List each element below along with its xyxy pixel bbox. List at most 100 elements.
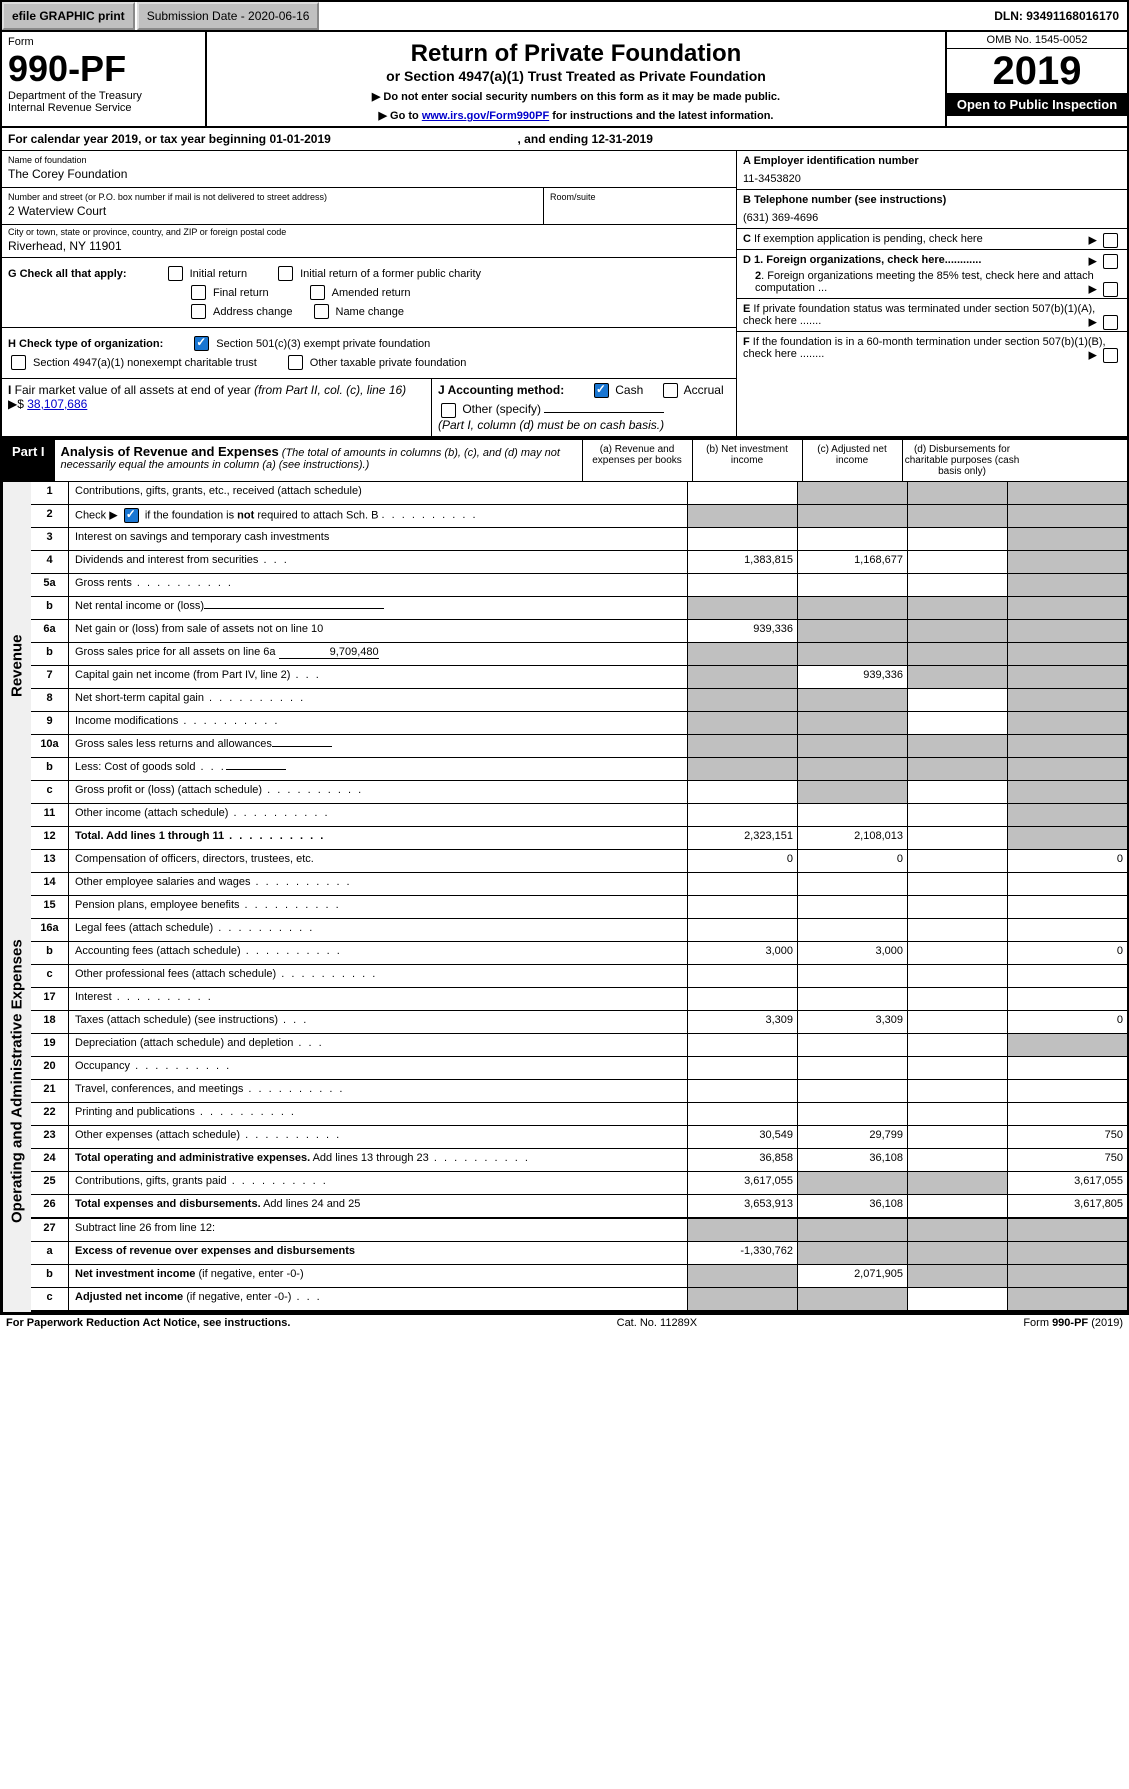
other-specify-fill[interactable] [544,412,664,413]
line-24-a: 36,858 [687,1149,797,1171]
h-label: H Check type of organization: [8,338,163,350]
amended-return-checkbox[interactable] [310,285,325,300]
line-12-b: 2,108,013 [797,827,907,849]
line-2-no: 2 [31,505,69,527]
fmv-link[interactable]: 38,107,686 [27,397,87,411]
part1-title: Analysis of Revenue and Expenses (The to… [55,440,582,481]
line-13-a: 0 [687,850,797,872]
line-8-a [687,689,797,711]
line-18: 18 Taxes (attach schedule) (see instruct… [31,1011,1127,1034]
line-8-c [907,689,1007,711]
line-25: 25 Contributions, gifts, grants paid 3,6… [31,1172,1127,1195]
line-3-b [797,528,907,550]
line-26: 26 Total expenses and disbursements. Add… [31,1195,1127,1219]
line-4-desc: Dividends and interest from securities [69,551,687,573]
e-checkbox[interactable] [1103,315,1118,330]
line-20-c [907,1057,1007,1079]
d1-checkbox[interactable] [1103,254,1118,269]
line-11-a [687,804,797,826]
line-7-b: 939,336 [797,666,907,688]
line-19-c [907,1034,1007,1056]
f-label: If the foundation is in a 60-month termi… [743,336,1106,360]
final-return-checkbox[interactable] [191,285,206,300]
line-10c: c Gross profit or (loss) (attach schedul… [31,781,1127,804]
form-subtitle: or Section 4947(a)(1) Trust Treated as P… [211,68,941,84]
line-11-b [797,804,907,826]
c-checkbox[interactable] [1103,233,1118,248]
tax-year: 2019 [947,49,1127,93]
efile-print-button[interactable]: efile GRAPHIC print [2,2,135,30]
line-10b-c [907,758,1007,780]
initial-return-label: Initial return [190,268,247,280]
line-16b-a: 3,000 [687,942,797,964]
initial-former-checkbox[interactable] [278,266,293,281]
4947-checkbox[interactable] [11,355,26,370]
line-15-c [907,896,1007,918]
expenses-section: Operating and Administrative Expenses 13… [2,850,1127,1312]
line-19: 19 Depreciation (attach schedule) and de… [31,1034,1127,1057]
501c3-checkbox[interactable] [194,336,209,351]
line-6b-a [687,643,797,665]
line-10b-desc: Less: Cost of goods sold [69,758,687,780]
sch-b-checkbox[interactable] [124,508,139,523]
form-title: Return of Private Foundation [211,40,941,68]
line-6b-c [907,643,1007,665]
irs-link[interactable]: www.irs.gov/Form990PF [422,110,549,122]
address-change-checkbox[interactable] [191,304,206,319]
form-label: Form [8,36,199,48]
other-taxable-checkbox[interactable] [288,355,303,370]
line-24-b: 36,108 [797,1149,907,1171]
line-26-c [907,1195,1007,1217]
line-9-b [797,712,907,734]
address-change-label: Address change [213,306,293,318]
dln-label: DLN: 93491168016170 [986,2,1127,30]
line-17-b [797,988,907,1010]
line-11-d [1007,804,1127,826]
line-27c-b [797,1288,907,1310]
line-27a: a Excess of revenue over expenses and di… [31,1242,1127,1265]
line-2: 2 Check ▶ if the foundation is not requi… [31,505,1127,528]
line-17-a [687,988,797,1010]
line-1-a [687,482,797,504]
line-22-desc: Printing and publications [69,1103,687,1125]
section-i: I Fair market value of all assets at end… [2,379,432,436]
line-23: 23 Other expenses (attach schedule) 30,5… [31,1126,1127,1149]
line-19-a [687,1034,797,1056]
line-7-no: 7 [31,666,69,688]
line-7-a [687,666,797,688]
line-16a-d [1007,919,1127,941]
d2-checkbox[interactable] [1103,282,1118,297]
line-4-a: 1,383,815 [687,551,797,573]
line-12: 12 Total. Add lines 1 through 11 2,323,1… [31,827,1127,850]
line-26-desc: Total expenses and disbursements. Add li… [69,1195,687,1217]
line-10c-c [907,781,1007,803]
line-26-d: 3,617,805 [1007,1195,1127,1217]
section-h: H Check type of organization: Section 50… [2,328,736,379]
line-17-c [907,988,1007,1010]
other-method-checkbox[interactable] [441,403,456,418]
line-11-no: 11 [31,804,69,826]
d1-label: D 1. Foreign organizations, check here..… [743,254,981,266]
accrual-checkbox[interactable] [663,383,678,398]
line-22: 22 Printing and publications [31,1103,1127,1126]
line-3-c [907,528,1007,550]
f-checkbox[interactable] [1103,348,1118,363]
line-5b-d [1007,597,1127,619]
top-bar: efile GRAPHIC print Submission Date - 20… [2,2,1127,32]
line-25-c [907,1172,1007,1194]
cash-checkbox[interactable] [594,383,609,398]
line-26-a: 3,653,913 [687,1195,797,1217]
line-4-d [1007,551,1127,573]
line-18-b: 3,309 [797,1011,907,1033]
line-13-b: 0 [797,850,907,872]
line-5a-b [797,574,907,596]
dept-treasury: Department of the Treasury Internal Reve… [8,90,199,114]
name-change-checkbox[interactable] [314,304,329,319]
submission-date: Submission Date - 2020-06-16 [137,2,320,30]
initial-return-checkbox[interactable] [168,266,183,281]
line-21-b [797,1080,907,1102]
line-2-pre: Check ▶ [75,509,118,521]
line-6a-no: 6a [31,620,69,642]
line-2-c [907,505,1007,527]
line-13-no: 13 [31,850,69,872]
